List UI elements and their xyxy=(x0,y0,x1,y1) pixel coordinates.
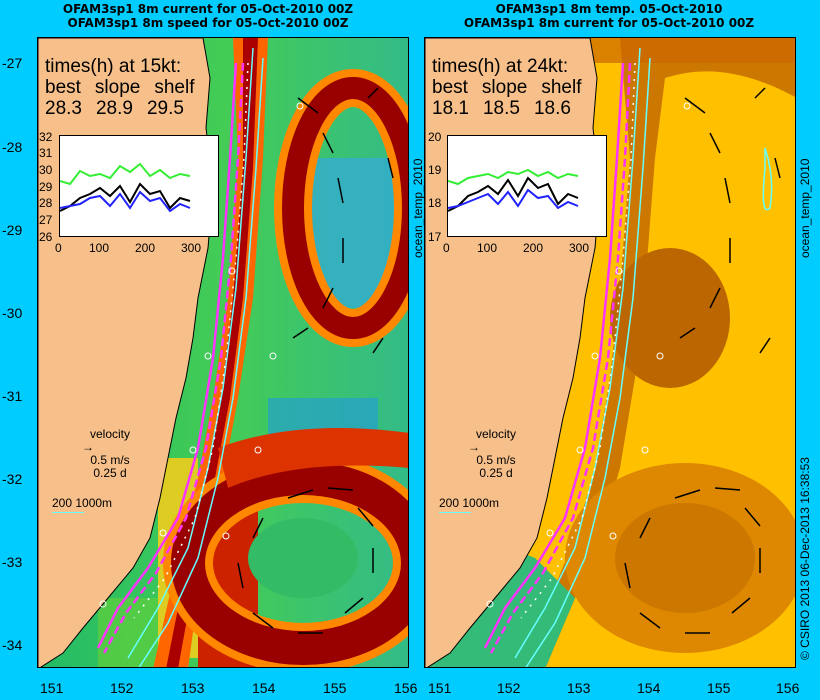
lon-label: 155 xyxy=(707,680,731,696)
lat-label: -28 xyxy=(2,139,23,155)
left-inset-x-label: 0 xyxy=(55,241,62,255)
left-inset-y-label: 26 xyxy=(39,230,53,244)
right-title-line1: OFAM3sp1 8m temp. 05-Oct-2010 xyxy=(495,2,723,16)
lat-label: -33 xyxy=(2,554,23,570)
lat-label: -30 xyxy=(2,305,23,321)
velocity-arrow-icon: → xyxy=(468,440,480,454)
lon-label: 154 xyxy=(252,680,276,696)
value-best: 18.1 xyxy=(432,98,469,119)
right-times-heading: times(h) at 24kt: xyxy=(432,56,569,77)
right-inset-x-label: 200 xyxy=(523,241,544,255)
left-inset-y-label: 27 xyxy=(39,213,53,227)
velocity-time: 0.25 d xyxy=(479,466,513,480)
lon-label: 152 xyxy=(497,680,521,696)
value-shelf: 29.5 xyxy=(146,98,184,119)
lon-label: 153 xyxy=(181,680,205,696)
left-inset-x-label: 200 xyxy=(135,241,156,255)
label-best: best xyxy=(432,77,468,98)
label-slope: slope xyxy=(481,77,528,98)
right-times-labels: best slope shelf xyxy=(432,77,581,98)
lon-label: 156 xyxy=(776,680,800,696)
lat-label: -34 xyxy=(2,637,23,653)
left-times-labels: best slope shelf xyxy=(45,77,194,98)
right-inset-x-label: 100 xyxy=(477,241,498,255)
right-inset-y-label: 20 xyxy=(428,130,442,144)
lon-label: 151 xyxy=(428,680,452,696)
left-velocity-legend: velocity → 0.5 m/s 0.25 d xyxy=(82,428,138,480)
right-title-line2: OFAM3sp1 8m current for 05-Oct-2010 00Z xyxy=(463,16,755,30)
right-side-label: ocean_temp_2010 xyxy=(798,158,812,258)
left-title-line1: OFAM3sp1 8m current for 05-Oct-2010 00Z xyxy=(62,2,354,16)
label-shelf: shelf xyxy=(154,77,195,98)
right-inset-x-label: 300 xyxy=(569,241,590,255)
right-isobath-scale: 200 1000m xyxy=(439,496,500,510)
velocity-arrow-icon: → xyxy=(82,440,94,454)
left-side-label: ocean_temp_2010 xyxy=(411,158,425,258)
velocity-label: velocity xyxy=(89,427,130,441)
left-scale-line xyxy=(52,512,84,513)
left-times-values: 28.3 28.9 29.5 xyxy=(45,98,194,119)
left-inset-x-label: 300 xyxy=(181,241,202,255)
left-isobath-scale: 200 1000m xyxy=(52,496,113,510)
left-inset-y-label: 28 xyxy=(39,196,53,210)
lat-label: -31 xyxy=(2,388,23,404)
left-inset-y-label: 30 xyxy=(39,163,53,177)
left-inset-x-label: 100 xyxy=(89,241,110,255)
label-best: best xyxy=(45,77,81,98)
velocity-speed: 0.5 m/s xyxy=(90,453,130,467)
lon-label: 151 xyxy=(40,680,64,696)
right-scale-line xyxy=(439,512,471,513)
right-inset-y-label: 19 xyxy=(428,163,442,177)
left-speed-map[interactable] xyxy=(37,37,409,668)
left-times-block: times(h) at 15kt: best slope shelf 28.3 … xyxy=(45,56,194,119)
value-slope: 28.9 xyxy=(95,98,133,119)
velocity-speed: 0.5 m/s xyxy=(476,453,516,467)
right-inset-x-label: 0 xyxy=(443,241,450,255)
left-times-heading: times(h) at 15kt: xyxy=(45,56,182,77)
lon-label: 155 xyxy=(323,680,347,696)
right-inset-chart xyxy=(447,135,607,237)
value-shelf: 18.6 xyxy=(533,98,571,119)
velocity-time: 0.25 d xyxy=(93,466,127,480)
right-inset-y-label: 18 xyxy=(428,196,442,210)
left-inset-y-label: 29 xyxy=(39,180,53,194)
right-velocity-legend: velocity → 0.5 m/s 0.25 d xyxy=(468,428,524,480)
velocity-label: velocity xyxy=(475,427,516,441)
left-inset-chart xyxy=(59,135,219,237)
label-slope: slope xyxy=(94,77,141,98)
right-inset-y-label: 17 xyxy=(428,230,442,244)
lat-label: -32 xyxy=(2,471,23,487)
credit-label: © CSIRO 2013 06-Dec-2013 16:38:53 xyxy=(798,457,812,660)
lat-label: -29 xyxy=(2,222,23,238)
right-temperature-map[interactable] xyxy=(424,37,796,668)
lon-label: 153 xyxy=(567,680,591,696)
lon-label: 154 xyxy=(637,680,661,696)
value-best: 28.3 xyxy=(45,98,82,119)
lat-label: -27 xyxy=(2,55,23,71)
right-times-block: times(h) at 24kt: best slope shelf 18.1 … xyxy=(432,56,581,119)
left-inset-y-label: 31 xyxy=(39,146,53,160)
label-shelf: shelf xyxy=(541,77,582,98)
value-slope: 18.5 xyxy=(482,98,520,119)
left-title-line2: OFAM3sp1 8m speed for 05-Oct-2010 00Z xyxy=(67,16,349,30)
lon-label: 152 xyxy=(110,680,134,696)
left-inset-y-label: 32 xyxy=(39,130,53,144)
lon-label: 156 xyxy=(394,680,418,696)
right-times-values: 18.1 18.5 18.6 xyxy=(432,98,581,119)
